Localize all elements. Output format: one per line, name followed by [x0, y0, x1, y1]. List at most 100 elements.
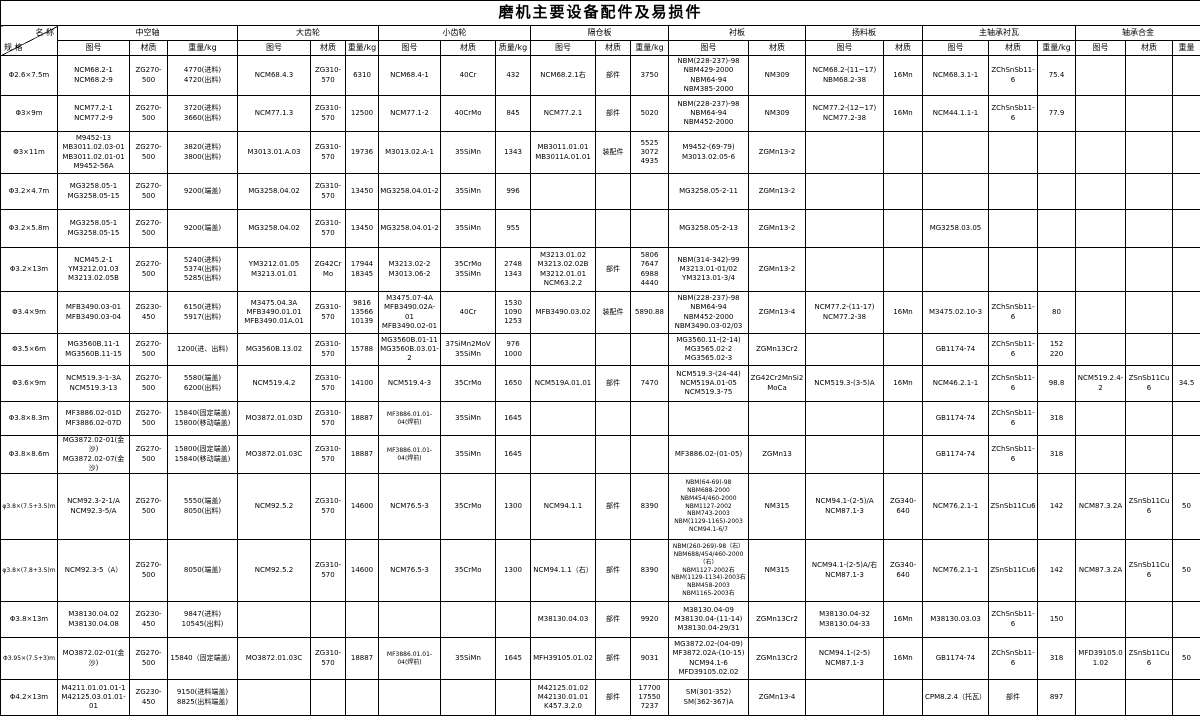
- group-header-2: 小齿轮: [379, 26, 531, 41]
- data-cell: MO3872.01.03C: [238, 638, 311, 680]
- spec-cell: Φ2.6×7.5m: [1, 56, 58, 96]
- data-cell: NCM519.2.4-2: [1076, 366, 1126, 402]
- sub-header: 材质: [1126, 41, 1173, 56]
- data-cell: ZG310-570: [311, 366, 346, 402]
- spec-cell: Φ3×9m: [1, 96, 58, 132]
- data-cell: ZG42Cr2MnSi2MoCa: [749, 366, 806, 402]
- data-cell: 5890.88: [631, 292, 669, 334]
- data-cell: 4770(进料) 4720(出料): [168, 56, 238, 96]
- data-cell: [379, 602, 441, 638]
- data-cell: 3750: [631, 56, 669, 96]
- data-cell: ZSnSb11Cu6: [989, 540, 1038, 602]
- data-cell: [1126, 680, 1173, 716]
- data-cell: ZGMn13Cr2: [749, 334, 806, 366]
- data-cell: MO3872.02-01(金沙): [58, 638, 130, 680]
- data-cell: MFH39105.01.02: [531, 638, 596, 680]
- data-cell: 5580(端盖) 6200(出料): [168, 366, 238, 402]
- data-cell: 50: [1173, 474, 1200, 540]
- spec-cell: Φ3.5×6m: [1, 334, 58, 366]
- data-cell: 16Mn: [884, 602, 923, 638]
- data-cell: 16Mn: [884, 366, 923, 402]
- data-cell: 1300: [496, 474, 531, 540]
- data-cell: NCM44.1.1-1: [923, 96, 989, 132]
- data-cell: [596, 210, 631, 248]
- data-cell: 16Mn: [884, 292, 923, 334]
- data-cell: ZG270-500: [130, 436, 168, 474]
- data-cell: 8390: [631, 474, 669, 540]
- data-cell: [1076, 132, 1126, 174]
- data-cell: 部件: [596, 680, 631, 716]
- data-cell: [1173, 602, 1200, 638]
- data-cell: NCM94.1-(2-5) NCM87.1-3: [806, 638, 884, 680]
- data-cell: ZG310-570: [311, 292, 346, 334]
- data-cell: 1650: [496, 366, 531, 402]
- data-cell: MF3886.02-01D MF3886.02-07D: [58, 402, 130, 436]
- group-header-3: 隔仓板: [531, 26, 669, 41]
- data-cell: M3013.01.A.03: [238, 132, 311, 174]
- data-cell: [884, 334, 923, 366]
- sub-header: 图号: [669, 41, 749, 56]
- data-cell: ZG270-500: [130, 248, 168, 292]
- data-cell: [346, 602, 379, 638]
- data-cell: NBM(228-237)-98 NBM64-94 NBM452-2000: [669, 96, 749, 132]
- data-cell: ZG310-570: [311, 56, 346, 96]
- data-cell: [311, 680, 346, 716]
- data-cell: 35SiMn: [441, 638, 496, 680]
- data-cell: [1173, 132, 1200, 174]
- data-cell: NCM68.4.3: [238, 56, 311, 96]
- data-cell: [1126, 334, 1173, 366]
- sub-header: 材质: [989, 41, 1038, 56]
- data-cell: ZG340-640: [884, 474, 923, 540]
- data-cell: [1126, 56, 1173, 96]
- data-cell: 装配件: [596, 292, 631, 334]
- data-cell: NBM(314-342)-99 M3213.01-01/02 YM3213.01…: [669, 248, 749, 292]
- data-cell: MG3258.04.01-2: [379, 174, 441, 210]
- data-cell: [1126, 210, 1173, 248]
- data-cell: NCM94.1.1（右）: [531, 540, 596, 602]
- data-cell: NCM68.2.1右: [531, 56, 596, 96]
- data-cell: 9031: [631, 638, 669, 680]
- data-cell: 318: [1038, 436, 1076, 474]
- data-cell: [1126, 96, 1173, 132]
- spec-cell: Φ3.8×8.6m: [1, 436, 58, 474]
- data-cell: 9200(端盖): [168, 174, 238, 210]
- data-cell: ZGMn13-2: [749, 174, 806, 210]
- data-cell: MFB3490.03-01 MFB3490.03-04: [58, 292, 130, 334]
- data-cell: [749, 402, 806, 436]
- data-cell: [884, 402, 923, 436]
- data-cell: NCM68.4-1: [379, 56, 441, 96]
- data-cell: MF3886.02-(01-05): [669, 436, 749, 474]
- data-cell: 5806 7647 6988 4440: [631, 248, 669, 292]
- data-cell: NBM(228-237)-98 NBM429-2000 NBM64-94 NBM…: [669, 56, 749, 96]
- data-cell: MF3886.01.01-04(焊前): [379, 402, 441, 436]
- data-cell: ZGMn13-2: [749, 210, 806, 248]
- data-cell: MG3258.05-1 MG3258.05-15: [58, 210, 130, 248]
- data-cell: [1076, 248, 1126, 292]
- data-cell: MG3560.11-(2-14) MG3565.02-2 MG3565.02-3: [669, 334, 749, 366]
- data-cell: [989, 174, 1038, 210]
- spec-cell: Φ4.2×13m: [1, 680, 58, 716]
- data-cell: [1076, 210, 1126, 248]
- data-cell: 35CrMo 35SiMn: [441, 248, 496, 292]
- data-cell: 40Cr: [441, 56, 496, 96]
- data-cell: [496, 602, 531, 638]
- data-cell: [596, 334, 631, 366]
- data-cell: ZG340-640: [884, 540, 923, 602]
- data-cell: 50: [1173, 540, 1200, 602]
- data-cell: 1530 1090 1253: [496, 292, 531, 334]
- data-cell: 37SiMn2MoV 35SiMn: [441, 334, 496, 366]
- data-cell: [806, 680, 884, 716]
- data-cell: [923, 132, 989, 174]
- data-cell: NBM(64-69)-98 NBM688-2000 NBM454/460-200…: [669, 474, 749, 540]
- sub-header: 图号: [238, 41, 311, 56]
- data-cell: ZChSnSb11-6: [989, 334, 1038, 366]
- data-cell: [1076, 56, 1126, 96]
- sub-header: 重量/kg: [168, 41, 238, 56]
- data-cell: ZG270-500: [130, 540, 168, 602]
- data-cell: 15840(固定端盖) 15800(移动端盖): [168, 402, 238, 436]
- data-cell: ZG310-570: [311, 436, 346, 474]
- data-cell: 35CrMo: [441, 366, 496, 402]
